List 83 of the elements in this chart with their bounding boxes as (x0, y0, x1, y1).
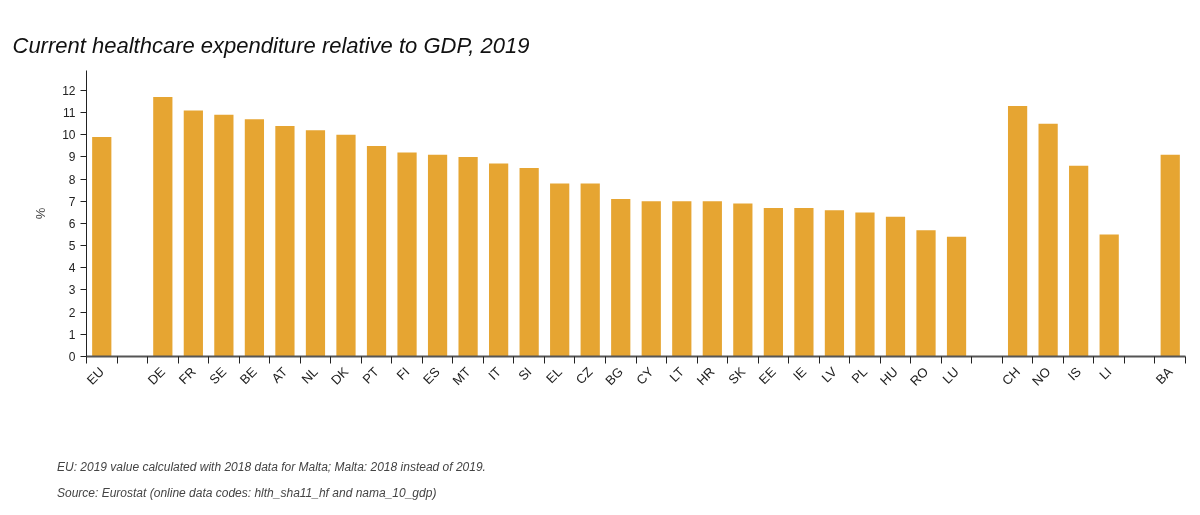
x-tick-label: EU (83, 364, 108, 388)
bar (855, 212, 875, 357)
x-tick-label: SI (515, 364, 535, 384)
y-tick-label: 10 (62, 128, 76, 143)
x-tick-label: CZ (572, 364, 596, 388)
x-tick-label: MT (449, 364, 474, 389)
bar (824, 210, 845, 357)
y-tick-label: 6 (68, 216, 76, 231)
y-tick-label: 8 (68, 172, 76, 187)
bar (641, 201, 661, 357)
x-tick-label: HU (876, 364, 901, 389)
bar (244, 119, 265, 357)
bar (336, 134, 356, 357)
text: EU: 2019 value calculated with 2018 data for Malta; Malta: 2018 instead of 2019. (57, 460, 486, 474)
y-tick-label: 11 (63, 106, 76, 121)
x-tick-label: ES (420, 363, 444, 388)
bar (305, 130, 326, 357)
bar (672, 201, 692, 357)
bar (1038, 123, 1058, 357)
x-tick-label: IT (485, 364, 504, 383)
x-tick-label: LI (1096, 364, 1115, 383)
x-tick-label: LU (939, 364, 962, 387)
bar (366, 145, 387, 357)
x-tick-label: PL (848, 364, 871, 387)
bar (946, 236, 967, 357)
bar (733, 203, 753, 357)
bar (885, 216, 906, 357)
bar (1007, 105, 1028, 357)
source-note: Source: Eurostat (online data codes: hlth_sha11_hf and nama_10_gdp) (57, 486, 437, 500)
y-tick-label: 1 (68, 327, 76, 342)
bar (458, 156, 478, 357)
x-tick-label: BE (236, 363, 260, 388)
x-tick-label: AT (268, 364, 291, 386)
bar (153, 97, 173, 357)
y-tick-label: 7 (68, 194, 76, 209)
x-tick-label: LV (818, 363, 840, 386)
bar (550, 183, 570, 357)
x-tick-label: EL (543, 364, 565, 387)
x-tick-label: FR (175, 364, 199, 388)
x-tick-label: SE (206, 363, 230, 388)
y-tick-label: 3 (68, 283, 76, 298)
x-tick-label: DE (144, 363, 169, 388)
bar (1099, 234, 1119, 357)
x-tick-label: LT (666, 364, 688, 385)
y-tick-label: 4 (68, 261, 76, 276)
bar (427, 154, 448, 357)
x-tick-label: NO (1029, 364, 1054, 389)
y-tick-label: 9 (68, 150, 76, 165)
y-tick-label: 12 (62, 83, 76, 98)
y-tick-label: 2 (68, 305, 76, 320)
bar (1160, 154, 1180, 357)
bar (611, 199, 631, 357)
x-tick-label: PT (359, 364, 382, 387)
bar (580, 183, 600, 357)
x-tick-label: BG (602, 364, 627, 389)
x-tick-label: SK (725, 363, 749, 388)
x-tick-label: IE (789, 363, 810, 384)
chart-title: Current healthcare expenditure relative to GDP, 2019 (12, 32, 530, 58)
bar (763, 207, 783, 357)
bar (397, 152, 417, 357)
y-tick-label: 0 (68, 350, 76, 364)
x-tick-label: CH (999, 364, 1023, 389)
y-tick-label: 5 (68, 239, 76, 254)
bar (519, 168, 539, 357)
bar (183, 110, 203, 357)
x-tick-label: IS (1064, 363, 1085, 384)
bar (214, 114, 234, 357)
bar (489, 163, 509, 357)
x-tick-label: HR (693, 364, 718, 389)
bar (702, 201, 722, 357)
x-tick-label: RO (906, 364, 932, 389)
x-tick-label: EE (755, 363, 779, 388)
x-tick-label: CY (633, 363, 657, 388)
bar (92, 137, 112, 357)
x-tick-label: DK (327, 363, 352, 388)
y-axis-title: % (33, 207, 49, 220)
x-tick-label: BA (1152, 363, 1176, 388)
x-tick-label: FI (393, 364, 413, 383)
x-tick-label: NL (298, 364, 321, 387)
bar (275, 125, 295, 357)
bar (794, 207, 814, 357)
bar (916, 230, 936, 357)
bar (1069, 165, 1089, 357)
